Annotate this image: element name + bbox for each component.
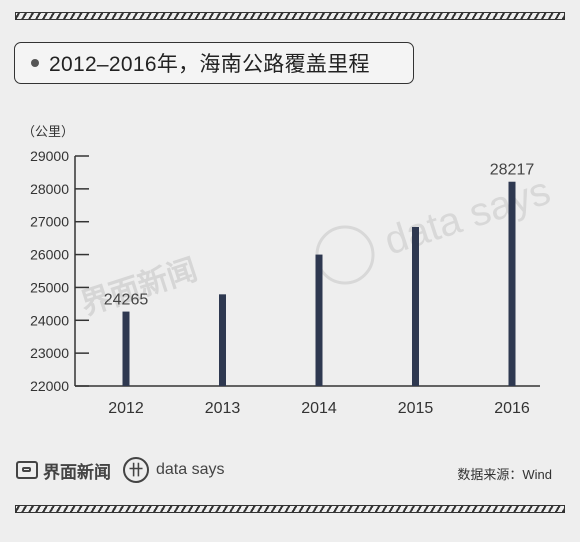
bar xyxy=(315,254,323,386)
bars xyxy=(122,181,516,386)
data-says-logo-icon: 卄 xyxy=(123,457,149,483)
x-tick-label: 2016 xyxy=(494,400,530,417)
footer-brand: 界面新闻 卄 data says xyxy=(16,457,224,483)
bullet-dot-icon xyxy=(31,59,39,67)
x-tick-label: 2012 xyxy=(108,400,144,417)
title-box: 2012–2016年，海南公路覆盖里程 xyxy=(14,42,414,84)
top-hatched-border xyxy=(15,12,565,20)
brand-logo-icon xyxy=(16,461,38,479)
watermark-data-says-text: data says xyxy=(379,169,555,264)
y-tick-label: 23000 xyxy=(30,345,69,361)
bar xyxy=(122,311,130,386)
y-tick-label: 26000 xyxy=(30,247,69,263)
data-label: 28217 xyxy=(490,162,535,179)
y-tick-label: 24000 xyxy=(30,312,69,328)
y-ticks: 22000 23000 24000 25000 26000 27000 28000 29000 xyxy=(30,148,89,394)
y-axis-label: （公里） xyxy=(22,124,74,139)
bar xyxy=(412,226,419,386)
x-tick-label: 2015 xyxy=(398,400,434,417)
watermark-data-says-icon xyxy=(315,225,375,285)
chart-title: 2012–2016年，海南公路覆盖里程 xyxy=(49,53,370,76)
y-tick-label: 29000 xyxy=(30,148,69,164)
data-labels: 24265 28217 xyxy=(104,162,535,309)
x-tick-labels: 2012 2013 2014 2015 2016 xyxy=(108,400,530,417)
watermark-brand-text: 界面新闻 xyxy=(77,253,201,321)
data-label: 24265 xyxy=(104,292,149,309)
y-tick-label: 25000 xyxy=(30,279,69,295)
x-tick-label: 2014 xyxy=(301,400,337,417)
bar xyxy=(219,294,226,386)
brand-name: 界面新闻 xyxy=(43,462,111,482)
data-says-label: data says xyxy=(156,461,225,478)
bottom-hatched-border xyxy=(15,505,565,513)
axes xyxy=(74,156,540,387)
bar xyxy=(508,181,516,386)
x-tick-label: 2013 xyxy=(205,400,241,417)
y-tick-label: 28000 xyxy=(30,181,69,197)
y-tick-label: 22000 xyxy=(30,378,69,394)
y-tick-label: 27000 xyxy=(30,214,69,230)
data-source: 数据来源：Wind xyxy=(457,467,552,482)
